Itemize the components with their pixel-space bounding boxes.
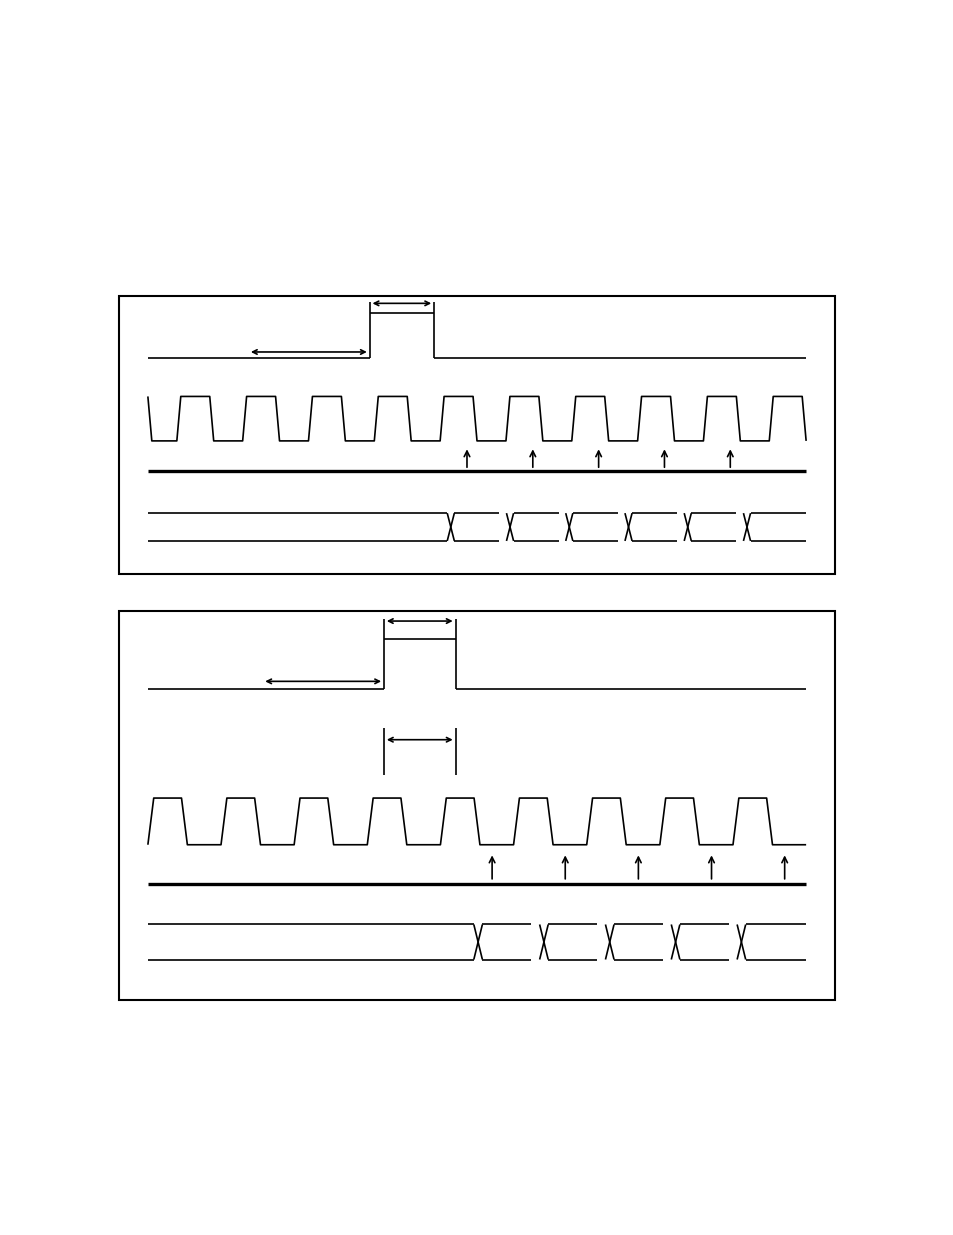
Bar [119, 611, 834, 1000]
Bar [119, 296, 834, 574]
